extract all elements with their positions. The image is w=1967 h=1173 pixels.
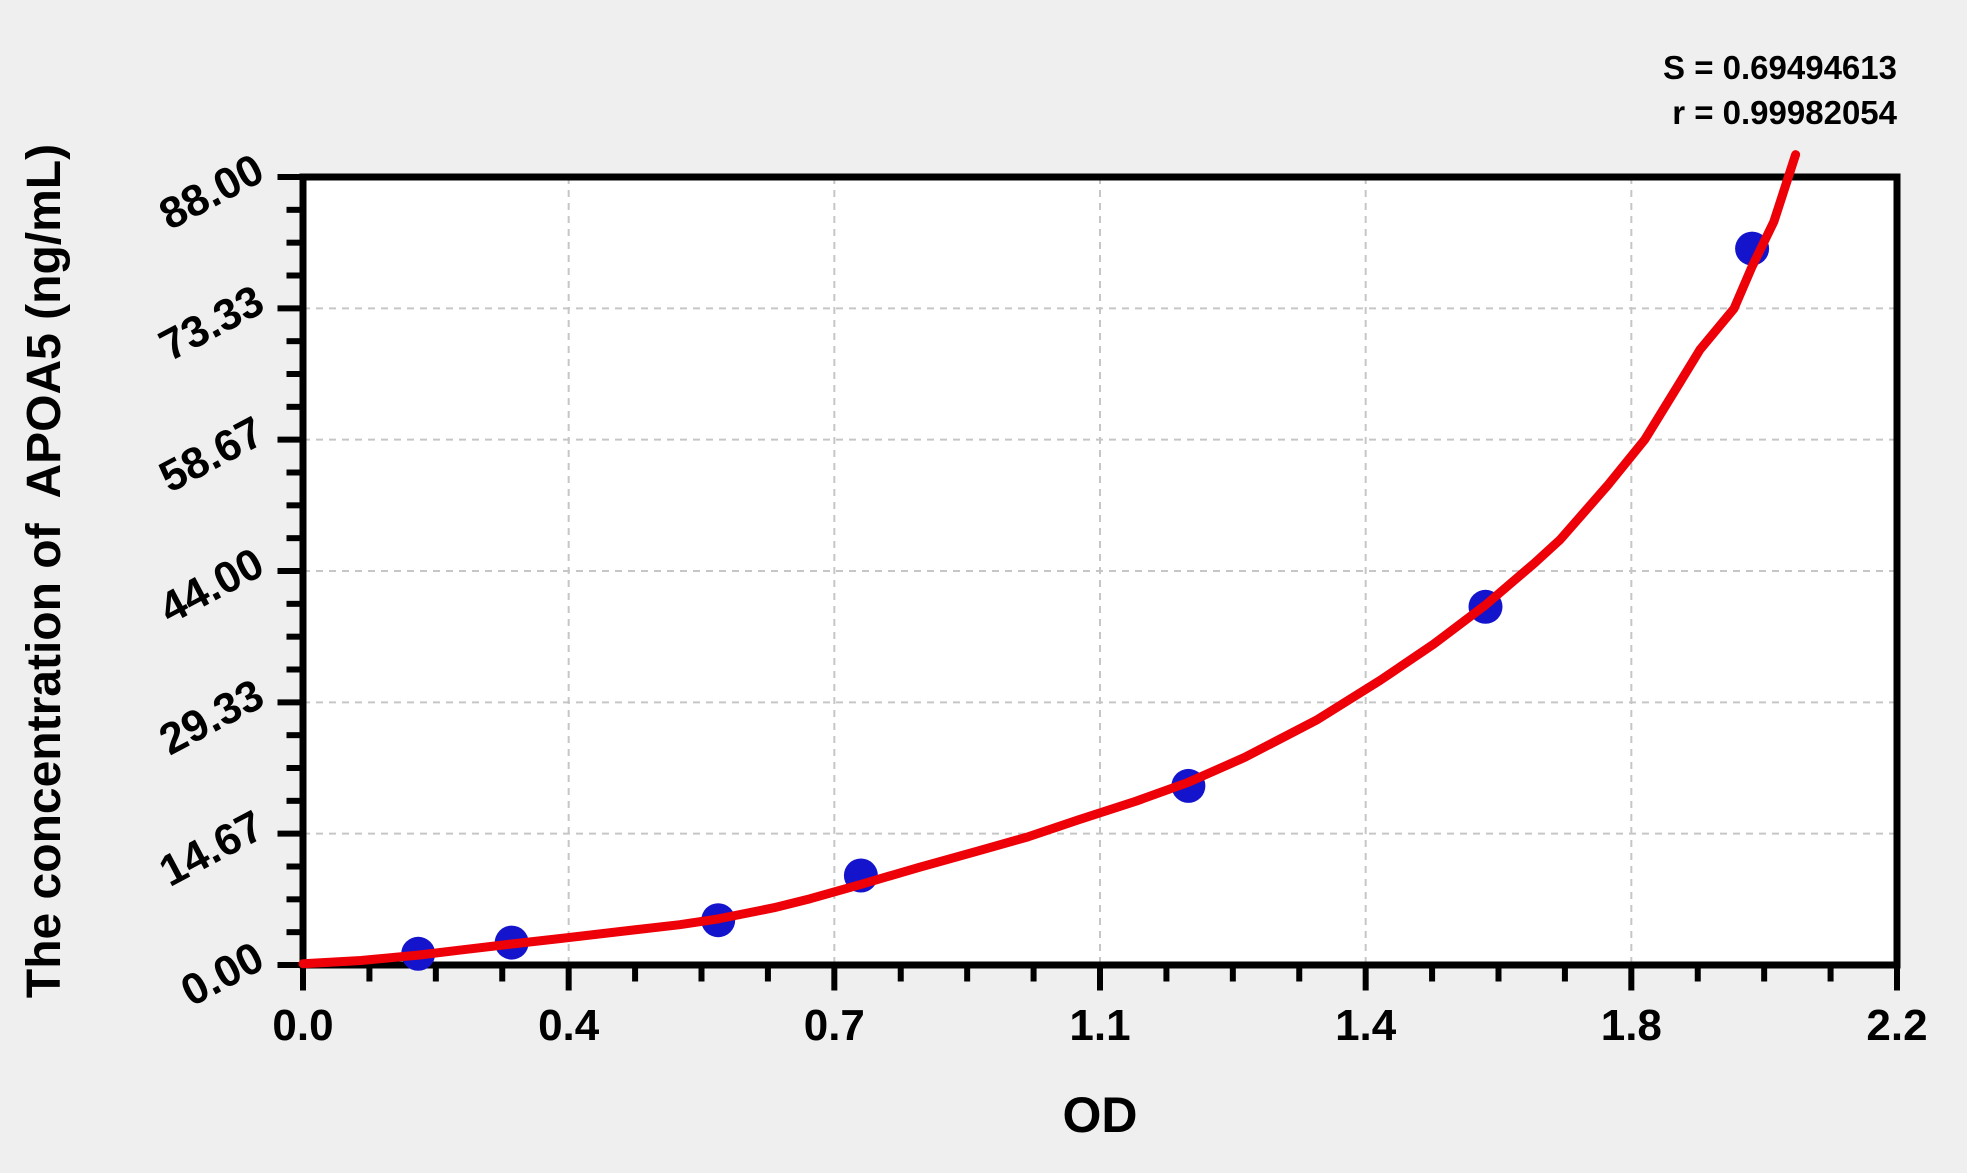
stat-r-value: r = 0.99982054 (1672, 94, 1897, 131)
plot-frame (299, 173, 1901, 969)
y-tick-label: 88.00 (151, 145, 271, 240)
x-tick-label: 0.4 (538, 1001, 600, 1050)
y-tick-label: 29.33 (151, 670, 271, 765)
y-tick-label: 44.00 (151, 539, 271, 634)
y-tick-label: 0.00 (173, 933, 272, 1016)
x-tick-label: 2.2 (1866, 1001, 1927, 1050)
x-axis-label: OD (1063, 1087, 1138, 1143)
y-tick-label: 73.33 (151, 276, 271, 371)
x-tick-label: 0.0 (272, 1001, 333, 1050)
axis-ticks (277, 174, 1900, 991)
y-tick-label: 58.67 (151, 407, 271, 502)
y-tick-label: 14.67 (151, 801, 271, 896)
y-axis-label: The concentration of APOA5 (ng/mL) (18, 144, 71, 998)
gridlines (303, 177, 1897, 965)
fitted-curve-line (298, 150, 1801, 969)
stat-s-value: S = 0.69494613 (1663, 49, 1897, 86)
fitted-curve-series (298, 150, 1801, 969)
x-tick-label: 1.4 (1335, 1001, 1397, 1050)
x-tick-label: 0.7 (804, 1001, 865, 1050)
x-tick-label: 1.1 (1069, 1001, 1130, 1050)
x-tick-label: 1.8 (1601, 1001, 1662, 1050)
